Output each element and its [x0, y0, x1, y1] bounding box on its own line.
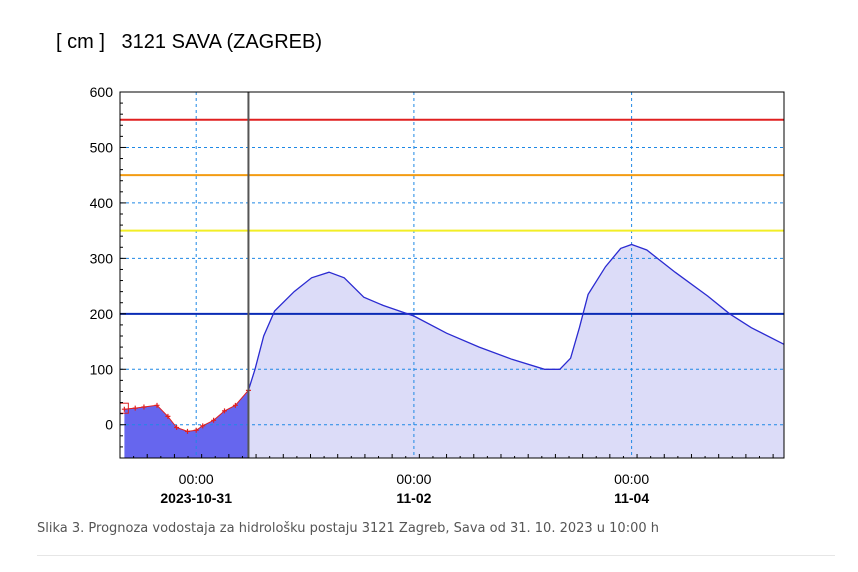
y-tick-label: 300	[90, 250, 114, 266]
y-tick-label: 0	[105, 417, 113, 433]
observed-point	[232, 402, 238, 408]
observed-point	[221, 408, 227, 414]
observed-start-marker	[120, 402, 129, 414]
x-tick-date-label: 11-02	[396, 490, 431, 506]
series-group	[120, 92, 784, 458]
x-tick-time-label: 00:00	[179, 471, 214, 487]
x-tick-time-label: 00:00	[396, 471, 431, 487]
y-tick-label: 200	[90, 306, 114, 322]
observed-point	[121, 406, 127, 412]
y-tick-label: 500	[90, 139, 114, 155]
x-tick-time-label: 00:00	[614, 471, 649, 487]
x-tick-date-label: 2023-10-31	[160, 490, 232, 506]
observed-point	[154, 402, 160, 408]
observed-point	[184, 428, 190, 434]
caption-divider	[37, 555, 835, 556]
y-tick-label: 600	[90, 84, 114, 100]
chart-title: [ cm ] 3121 SAVA (ZAGREB)	[56, 31, 323, 53]
observed-point	[174, 425, 180, 430]
observed-point	[211, 417, 217, 423]
forecast-line	[247, 243, 784, 391]
observed-point	[200, 423, 206, 429]
y-tick-label: 400	[90, 195, 114, 211]
observed-point	[193, 427, 199, 433]
observed-area	[124, 390, 249, 458]
forecast-area	[248, 244, 784, 458]
figure-caption: Slika 3. Prognoza vodostaja za hidrološk…	[37, 521, 660, 536]
observed-point	[141, 404, 147, 410]
hydrograph-chart: 0 100 200 300 400 500 600 00:00 2023-10-31 00:00 1…	[90, 84, 785, 506]
y-tick-label: 100	[90, 361, 114, 377]
x-tick-date-label: 11-04	[614, 490, 649, 506]
plot-border	[119, 91, 785, 459]
observed-point	[132, 405, 138, 411]
observed-point	[165, 413, 171, 419]
